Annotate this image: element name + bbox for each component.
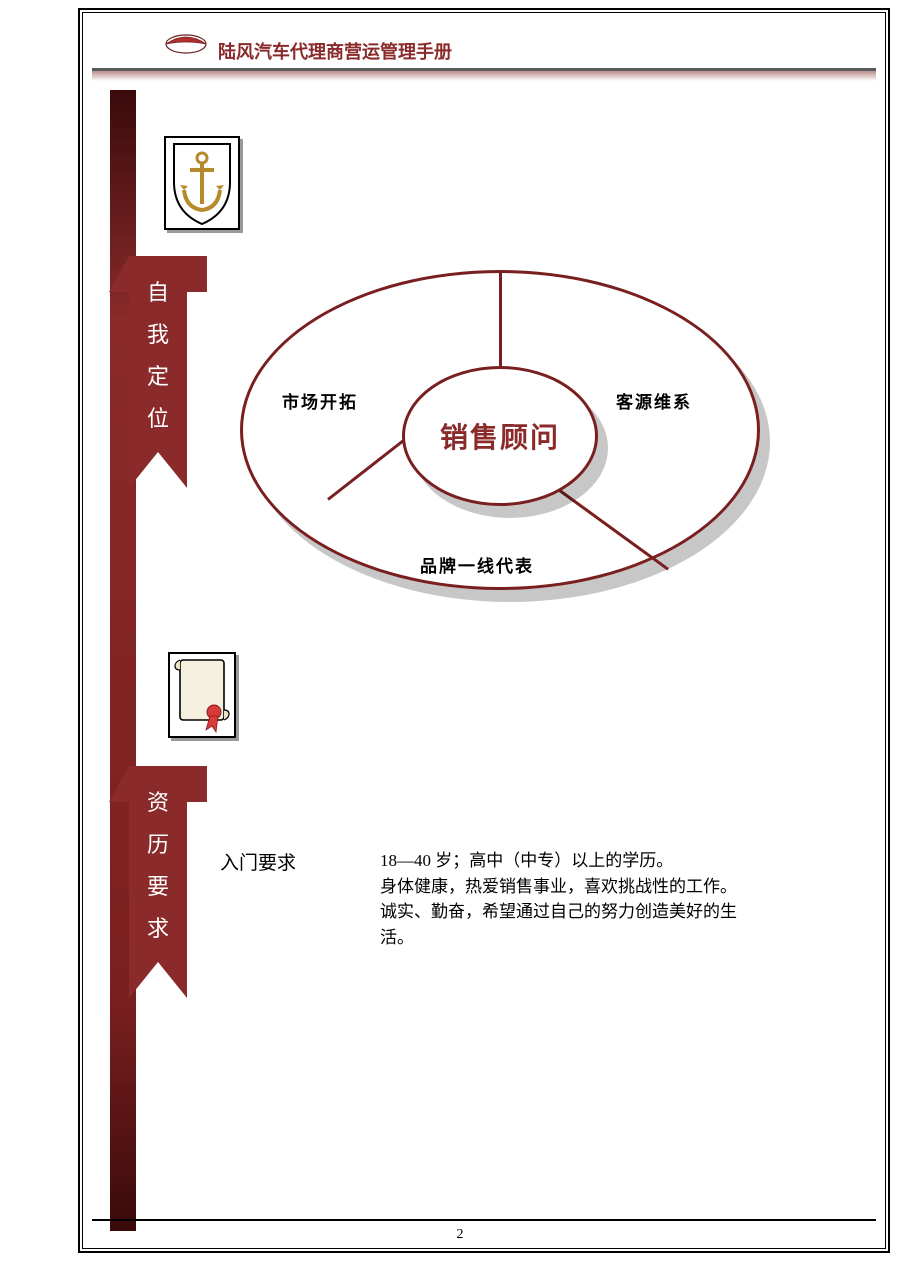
inner-ellipse: 销售顾问	[402, 366, 598, 506]
positioning-diagram: 销售顾问 市场开拓 客源维系 品牌一线代表	[220, 260, 780, 620]
diagram-label-bottom: 品牌一线代表	[420, 552, 534, 577]
logo-icon	[164, 32, 208, 61]
requirement-line: 诚实、勤奋，希望通过自己的努力创造美好的生活。	[380, 899, 760, 950]
tab-char: 求	[147, 911, 169, 943]
tab-char: 历	[147, 827, 169, 859]
diagram-label-left: 市场开拓	[282, 388, 358, 413]
requirement-line: 18—40 岁；高中（中专）以上的学历。	[380, 848, 760, 874]
scroll-certificate-icon	[168, 652, 236, 738]
header-title: 陆风汽车代理商营运管理手册	[218, 38, 452, 64]
requirements-label: 入门要求	[220, 848, 296, 875]
tab-char: 资	[147, 785, 169, 817]
footer-rule	[92, 1219, 876, 1221]
tab-char: 我	[147, 317, 169, 349]
diagram-center-label: 销售顾问	[440, 416, 560, 456]
shield-anchor-icon	[164, 136, 240, 230]
tab-char: 位	[147, 401, 169, 433]
page-header: 陆风汽车代理商营运管理手册	[92, 22, 876, 82]
requirement-line: 身体健康，热爱销售事业，喜欢挑战性的工作。	[380, 874, 760, 900]
requirements-body: 18—40 岁；高中（中专）以上的学历。 身体健康，热爱销售事业，喜欢挑战性的工…	[380, 848, 760, 950]
page-number: 2	[457, 1227, 464, 1243]
spoke-top	[499, 272, 502, 368]
diagram-label-right: 客源维系	[616, 388, 692, 413]
header-rule-fade	[92, 71, 876, 81]
section-tab-self-positioning: 自 我 定 位	[129, 256, 187, 452]
tab-char: 定	[147, 359, 169, 391]
tab-char: 要	[147, 869, 169, 901]
tab-char: 自	[147, 275, 169, 307]
section-tab-qualification: 资 历 要 求	[129, 766, 187, 962]
